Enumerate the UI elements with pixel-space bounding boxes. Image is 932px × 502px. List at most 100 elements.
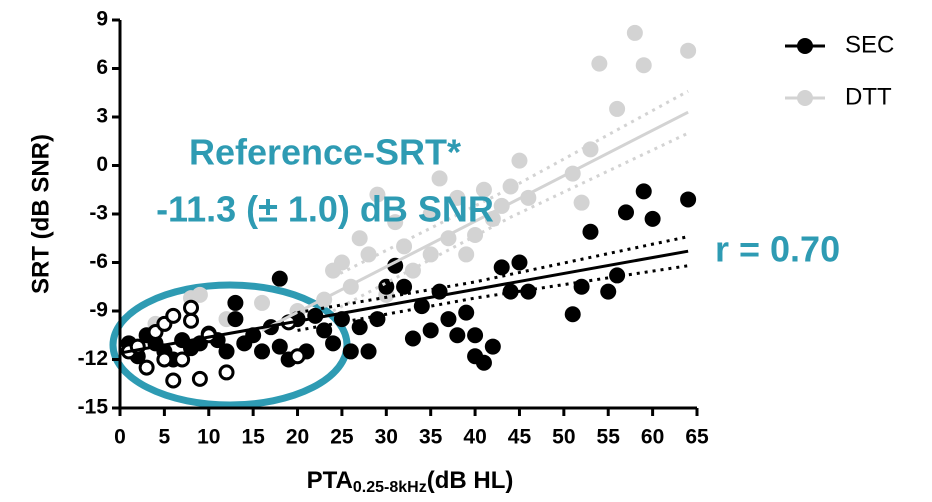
fit-line — [119, 249, 689, 355]
point — [564, 306, 581, 323]
point — [617, 204, 634, 221]
point — [254, 343, 271, 360]
point — [360, 343, 377, 360]
point — [351, 319, 368, 336]
y-tick-label: -15 — [78, 396, 109, 419]
open-point — [165, 307, 182, 324]
x-tick-label: 45 — [508, 426, 532, 449]
point — [591, 55, 608, 72]
x-label-unit: (dB HL) — [427, 467, 514, 494]
point — [449, 189, 466, 206]
point — [422, 206, 439, 222]
point — [600, 283, 617, 300]
y-tick-label: 9 — [96, 8, 108, 31]
point — [378, 278, 395, 295]
open-point — [156, 351, 173, 368]
point — [582, 223, 599, 240]
point — [680, 42, 697, 59]
annotation: r = 0.70 — [715, 229, 840, 270]
fit-line — [261, 110, 689, 332]
point — [351, 230, 368, 247]
point — [502, 178, 519, 195]
point — [369, 186, 386, 203]
point — [227, 311, 244, 328]
point — [325, 335, 342, 352]
point — [511, 152, 528, 169]
x-tick-label: 10 — [197, 426, 220, 449]
point — [644, 210, 661, 227]
point — [520, 189, 537, 206]
point — [191, 286, 208, 303]
point — [475, 354, 492, 371]
point — [369, 311, 386, 328]
point — [458, 246, 475, 263]
x-tick-label: 35 — [419, 426, 443, 449]
point — [396, 278, 413, 295]
open-point — [138, 359, 155, 376]
point — [511, 254, 528, 271]
confidence-band — [332, 89, 689, 279]
point — [387, 214, 404, 231]
point — [449, 327, 466, 344]
y-tick-label: -3 — [89, 202, 108, 225]
point — [360, 246, 377, 263]
point — [440, 311, 457, 328]
point — [609, 267, 626, 284]
open-point — [289, 348, 306, 365]
point — [609, 100, 626, 117]
point — [635, 183, 652, 200]
point — [271, 270, 288, 287]
point — [404, 262, 421, 279]
open-point — [183, 312, 200, 329]
point — [626, 24, 643, 41]
point — [396, 238, 413, 255]
y-tick-label: 6 — [96, 56, 108, 79]
annotation: -11.3 (± 1.0) dB SNR — [156, 189, 494, 230]
x-tick-label: 30 — [375, 426, 398, 449]
point — [635, 57, 652, 74]
point — [254, 294, 271, 311]
x-tick-label: 50 — [552, 426, 575, 449]
point — [475, 181, 492, 198]
y-tick-label: -9 — [89, 299, 108, 322]
point — [404, 330, 421, 347]
open-point — [174, 351, 191, 368]
point — [422, 322, 439, 339]
confidence-band — [332, 131, 689, 313]
x-tick-label: 55 — [597, 426, 621, 449]
point — [271, 338, 288, 355]
x-tick-label: 5 — [159, 426, 171, 449]
point — [227, 294, 244, 311]
annotation: Reference-SRT* — [189, 132, 461, 173]
point — [458, 304, 475, 321]
x-tick-label: 60 — [641, 426, 664, 449]
point — [413, 298, 430, 315]
point — [342, 343, 359, 360]
open-point — [218, 364, 235, 381]
x-tick-label: 20 — [286, 426, 309, 449]
open-point — [165, 372, 182, 389]
x-tick-label: 65 — [685, 426, 709, 449]
x-tick-label: 15 — [241, 426, 265, 449]
point — [333, 254, 350, 271]
x-label-main: PTA — [307, 467, 353, 494]
point — [422, 246, 439, 263]
point — [467, 327, 484, 344]
y-tick-label: 3 — [96, 105, 108, 128]
y-axis-label: SRT (dB SNR) — [27, 134, 54, 294]
point — [218, 343, 235, 360]
x-tick-label: 25 — [330, 426, 354, 449]
y-tick-label: -12 — [78, 347, 108, 370]
y-tick-label: 0 — [96, 153, 108, 176]
point — [431, 170, 448, 187]
x-label-sub: 0.25-8kHz — [353, 479, 427, 496]
x-tick-label: 40 — [463, 426, 486, 449]
point — [316, 322, 333, 339]
open-point — [183, 299, 200, 316]
y-tick-label: -6 — [89, 250, 108, 273]
point — [484, 338, 501, 355]
point — [582, 141, 599, 158]
x-axis-label: PTA0.25-8kHz(dB HL) — [307, 467, 514, 496]
legend-label: SEC — [845, 31, 894, 58]
legend-marker — [797, 38, 813, 54]
